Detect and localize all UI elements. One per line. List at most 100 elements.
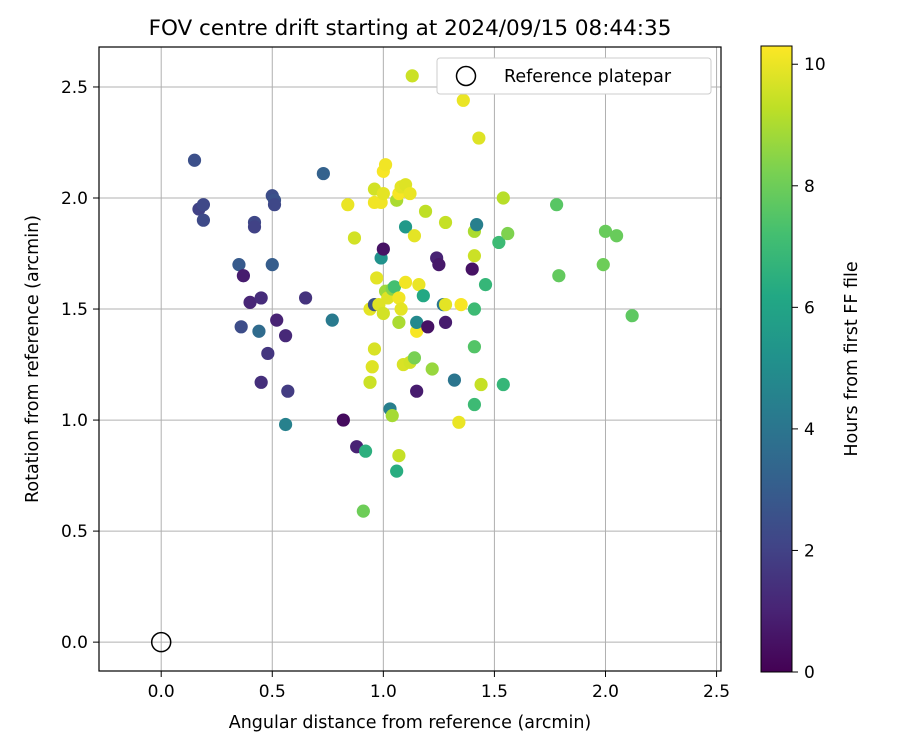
data-point-107 xyxy=(625,309,639,323)
data-point-3 xyxy=(196,213,211,227)
data-point-67 xyxy=(405,69,419,83)
data-point-89 xyxy=(467,249,482,263)
data-point-71 xyxy=(410,315,424,329)
x-tick-label-0: 0.0 xyxy=(148,682,175,702)
data-point-46 xyxy=(378,158,393,172)
data-point-4 xyxy=(232,258,246,272)
data-point-76 xyxy=(421,320,435,334)
data-point-17 xyxy=(265,258,279,272)
colorbar-tick-label-5: 10 xyxy=(804,55,826,75)
x-tick-label-3: 1.5 xyxy=(481,682,508,702)
data-point-95 xyxy=(472,131,486,145)
reference-marker xyxy=(150,631,172,653)
data-point-62 xyxy=(398,275,413,289)
y-tick-label-0: 0.0 xyxy=(61,633,88,653)
data-point-18 xyxy=(270,313,284,327)
y-tick-label-3: 1.5 xyxy=(61,300,88,320)
x-axis-label: Angular distance from reference (arcmin) xyxy=(229,713,592,733)
data-point-59 xyxy=(392,448,406,463)
data-point-25 xyxy=(336,413,350,427)
legend-box xyxy=(436,57,712,95)
data-point-96 xyxy=(474,377,488,392)
colorbar-tick-label-0: 0 xyxy=(804,663,815,683)
colorbar-tick-label-4: 8 xyxy=(804,177,815,197)
data-point-16 xyxy=(267,198,282,212)
data-point-85 xyxy=(452,415,466,429)
data-point-77 xyxy=(425,362,439,376)
data-point-7 xyxy=(243,295,257,309)
data-point-92 xyxy=(470,218,484,232)
data-point-90 xyxy=(467,302,482,316)
data-point-10 xyxy=(254,291,268,305)
data-point-27 xyxy=(347,231,362,245)
data-point-72 xyxy=(410,384,424,398)
data-point-23 xyxy=(316,166,330,181)
data-point-82 xyxy=(438,315,453,329)
data-point-97 xyxy=(478,278,493,292)
y-tick-label-1: 0.5 xyxy=(61,522,88,542)
data-point-50 xyxy=(385,409,399,423)
x-axis-ticks: 0.0 0.5 1.0 1.5 2.0 2.5 xyxy=(148,671,730,702)
data-point-6 xyxy=(236,269,250,283)
colorbar-label: Hours from first FF file xyxy=(842,261,862,456)
colorbar-tick-label-3: 6 xyxy=(804,298,815,318)
data-point-5 xyxy=(234,320,248,334)
data-point-75 xyxy=(418,204,433,218)
colorbar-gradient xyxy=(760,45,793,673)
data-point-84 xyxy=(447,373,462,387)
data-point-87 xyxy=(456,93,470,107)
data-point-57 xyxy=(394,302,408,316)
data-point-106 xyxy=(609,229,624,243)
legend: Reference platepar xyxy=(436,57,712,95)
data-point-102 xyxy=(550,198,564,212)
grid xyxy=(99,47,721,671)
data-points xyxy=(187,69,639,518)
data-point-22 xyxy=(298,291,313,305)
data-point-64 xyxy=(398,220,413,234)
data-point-94 xyxy=(467,397,482,412)
data-point-68 xyxy=(407,229,422,243)
data-point-83 xyxy=(438,297,453,312)
reference-platepar-point xyxy=(150,631,172,653)
data-point-79 xyxy=(432,258,446,272)
data-point-65 xyxy=(403,186,417,201)
data-point-43 xyxy=(376,186,390,201)
y-tick-label-5: 2.5 xyxy=(61,78,88,98)
data-point-38 xyxy=(370,271,384,285)
colorbar: 0 2 4 6 8 10 Hours from first FF file xyxy=(760,45,862,683)
data-point-32 xyxy=(365,360,379,374)
data-point-73 xyxy=(412,278,426,292)
legend-reference-marker xyxy=(455,65,477,87)
data-point-52 xyxy=(387,280,402,294)
data-point-58 xyxy=(392,315,406,329)
data-point-45 xyxy=(376,242,390,256)
data-point-24 xyxy=(325,313,339,327)
data-point-69 xyxy=(407,351,422,365)
data-point-101 xyxy=(501,226,515,241)
x-tick-label-2: 1.0 xyxy=(370,682,397,702)
data-point-74 xyxy=(416,289,430,303)
data-point-44 xyxy=(376,306,390,321)
data-point-93 xyxy=(467,340,482,354)
chart-title: FOV centre drift starting at 2024/09/15 … xyxy=(149,16,672,41)
data-point-26 xyxy=(341,198,355,212)
x-tick-label-1: 0.5 xyxy=(259,682,286,702)
data-point-34 xyxy=(367,342,382,356)
x-tick-label-5: 2.5 xyxy=(703,682,730,702)
data-point-105 xyxy=(598,224,613,238)
x-tick-label-4: 2.0 xyxy=(592,682,619,702)
data-point-103 xyxy=(552,269,566,283)
data-point-98 xyxy=(492,235,506,250)
data-point-19 xyxy=(279,329,293,343)
colorbar-tick-label-2: 4 xyxy=(804,420,815,440)
y-axis-label: Rotation from reference (arcmin) xyxy=(23,215,43,503)
y-tick-label-4: 2.0 xyxy=(61,189,88,209)
data-point-2 xyxy=(196,198,211,212)
plot-frame xyxy=(98,46,722,672)
data-point-30 xyxy=(356,504,370,518)
data-point-88 xyxy=(465,262,479,276)
data-point-54 xyxy=(390,464,404,478)
data-point-31 xyxy=(363,375,377,389)
data-point-29 xyxy=(358,444,373,458)
y-tick-label-2: 1.0 xyxy=(61,411,88,431)
